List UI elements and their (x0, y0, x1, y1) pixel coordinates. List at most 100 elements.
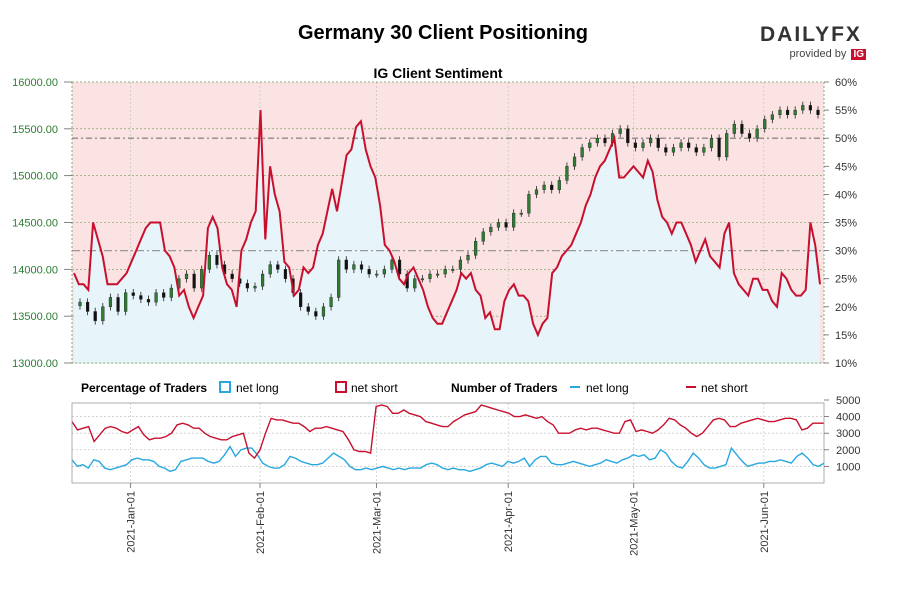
pct-tick-label: 40% (835, 189, 857, 201)
legend: Percentage of Traders net long net short… (81, 381, 748, 395)
num-net-short-line (71, 404, 824, 460)
price-tick-label: 14000.00 (12, 264, 58, 276)
price-tick-label: 13500.00 (12, 311, 58, 323)
pct-tick-label: 45% (835, 161, 857, 173)
candle-body (260, 273, 265, 287)
lower-gridlines (72, 403, 824, 483)
candle-body (793, 109, 797, 115)
candle-body (725, 133, 729, 158)
percent-axis: 60% 55% 50% 45% 40% 35% 30% 25% 20% 15% 10% (824, 77, 857, 370)
candle-body (527, 194, 531, 214)
candle-body (184, 273, 189, 279)
candle-body (717, 137, 721, 158)
traders-tick-label: 4000 (836, 412, 860, 424)
date-tick-label: 2021-Jan-01 (126, 491, 138, 553)
candle-body (344, 259, 348, 270)
price-tick-label: 14500.00 (12, 218, 58, 230)
price-tick-label: 15000.00 (12, 171, 58, 183)
candle-body (595, 137, 599, 144)
candle-body (397, 259, 402, 275)
net-long-area (74, 110, 820, 363)
candle-body (474, 241, 478, 256)
candle-body (679, 142, 683, 148)
chart-subtitle: IG Client Sentiment (373, 65, 502, 81)
candle-body (131, 292, 135, 296)
legend-pct-long: net long (236, 381, 279, 395)
candle-body (534, 189, 539, 195)
candle-body (671, 147, 676, 153)
lower-plot-frame (71, 402, 825, 484)
date-axis: 2021-Jan-01 2021-Feb-01 2021-Mar-01 2021-Ap… (126, 483, 771, 556)
candle-body (108, 297, 113, 307)
candle-body (359, 264, 364, 270)
candle-body (352, 264, 356, 270)
candle-body (367, 269, 371, 275)
candle-body (139, 295, 143, 300)
candle-body (245, 283, 249, 289)
legend-pct-label: Percentage of Traders (81, 381, 207, 395)
candle-body (481, 231, 485, 242)
candle-body (382, 269, 386, 275)
candle-body (816, 109, 820, 115)
pct-tick-label: 55% (835, 105, 857, 117)
candle-body (709, 137, 714, 148)
candle-body (512, 212, 516, 228)
candle-body (618, 128, 622, 134)
candle-body (580, 147, 584, 158)
candle-body (207, 255, 211, 270)
candle-body (329, 297, 333, 307)
num-net-long-line (71, 445, 825, 473)
pct-tick-label: 10% (835, 358, 857, 370)
candle-body (801, 105, 805, 111)
logo-sub-text: provided by (789, 48, 847, 60)
candle-body (162, 292, 166, 298)
traders-tick-label: 3000 (836, 428, 860, 440)
candle-body (641, 142, 645, 148)
reference-lines (72, 137, 824, 252)
pct-tick-label: 25% (835, 274, 857, 286)
candle-body (557, 180, 561, 190)
pct-tick-label: 60% (835, 77, 857, 89)
candle-body (154, 292, 158, 303)
candle-body (443, 269, 447, 275)
candle-body (451, 269, 455, 271)
candle-body (542, 184, 546, 190)
candle-body (283, 269, 288, 279)
candle-body (466, 255, 470, 261)
candle-body (299, 292, 303, 308)
candle-body (808, 105, 812, 111)
candle-body (770, 114, 774, 120)
candle-body (93, 311, 97, 322)
candle-body (276, 264, 280, 270)
candle-body (565, 166, 569, 181)
candle-body (169, 287, 173, 298)
pct-tick-label: 15% (835, 330, 857, 342)
candle-body (763, 119, 767, 130)
candle-body (633, 142, 638, 148)
candle-body (435, 273, 440, 276)
candle-body (124, 292, 128, 312)
candle-body (192, 273, 196, 289)
candle-body (664, 147, 668, 153)
legend-pct-long-swatch (219, 381, 231, 393)
candle-body (101, 306, 105, 322)
logo-subtitle: provided by IG (760, 48, 870, 60)
traders-tick-label: 5000 (836, 395, 860, 407)
candle-body (732, 123, 736, 134)
candle-body (215, 255, 219, 265)
candle-body (306, 306, 310, 312)
candle-body (747, 133, 752, 139)
pct-tick-label: 35% (835, 218, 857, 230)
date-tick-label: 2021-May-01 (629, 491, 641, 556)
candle-body (603, 137, 607, 144)
dailyfx-logo: DAILYFX provided by IG (760, 24, 870, 60)
candle-body (146, 299, 151, 303)
date-tick-label: 2021-Jun-01 (759, 491, 771, 553)
date-tick-label: 2021-Apr-01 (503, 491, 515, 552)
net-short-pct-line (73, 110, 821, 338)
price-candles (78, 101, 820, 325)
pct-tick-label: 20% (835, 302, 857, 314)
candle-body (458, 259, 463, 270)
candle-body (785, 109, 790, 115)
